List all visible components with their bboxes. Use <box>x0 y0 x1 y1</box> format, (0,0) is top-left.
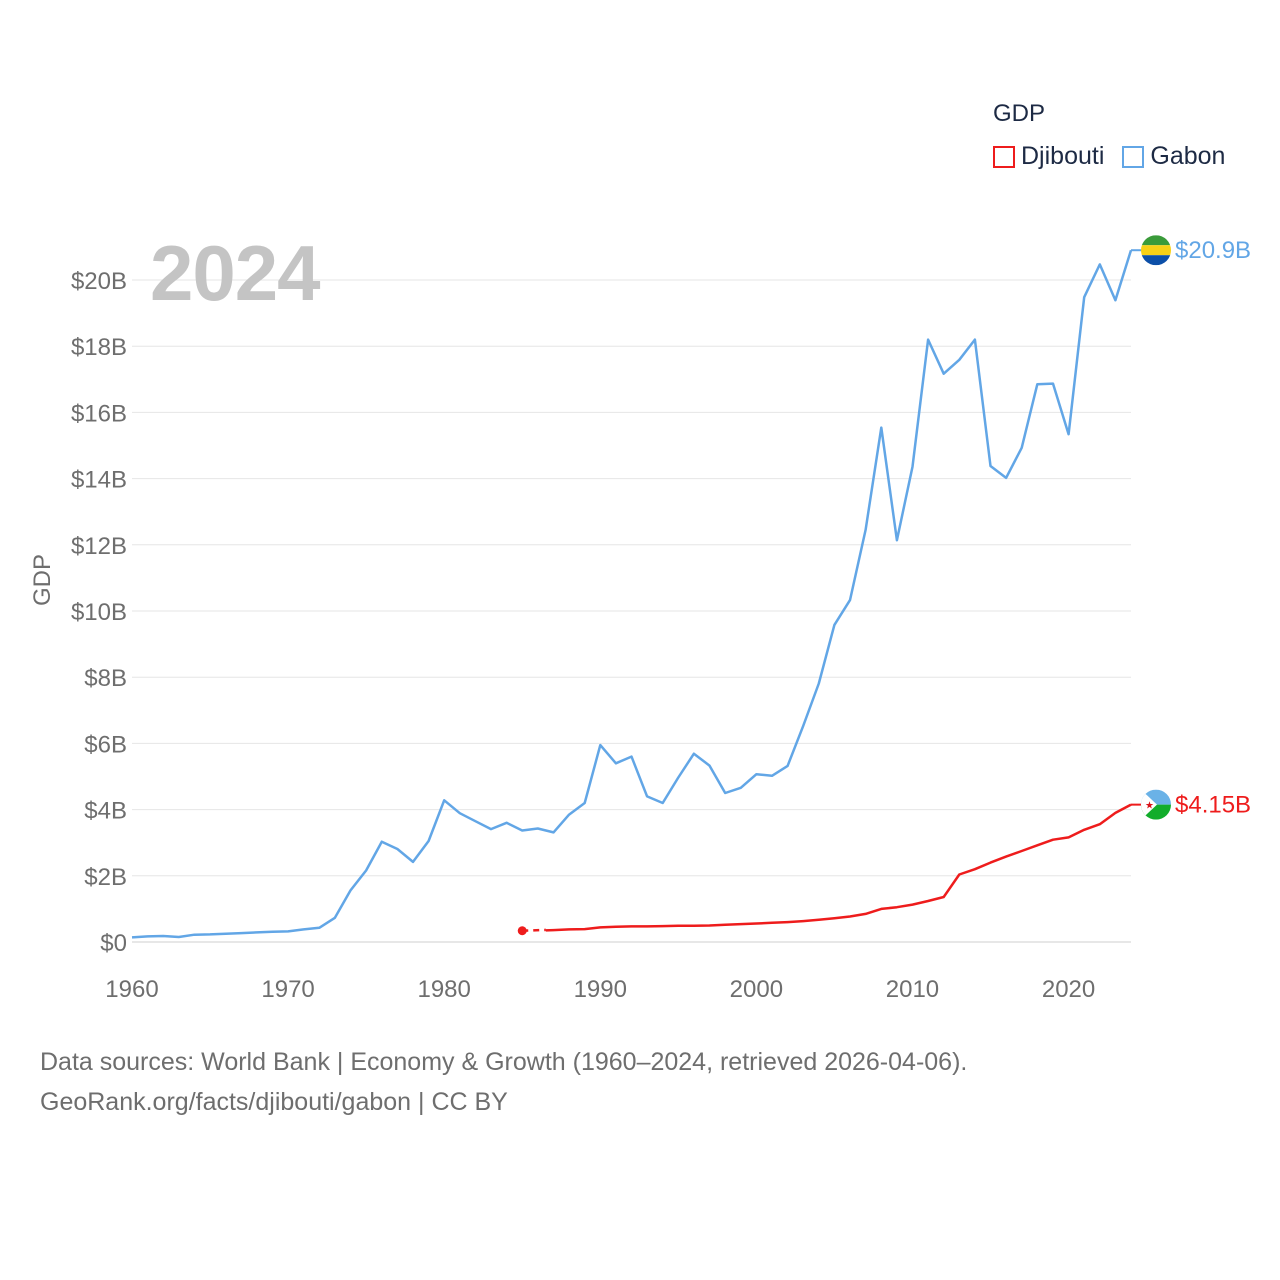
end-value-label-djibouti: $4.15B <box>1175 792 1251 819</box>
end-value-label-gabon: $20.9B <box>1175 237 1251 264</box>
y-tick-label: $14B <box>71 467 127 494</box>
y-tick-label: $10B <box>71 599 127 626</box>
gabon-flag-icon <box>1141 235 1171 266</box>
y-tick-label: $4B <box>84 798 127 825</box>
x-axis-tick-labels: 1960 1970 1980 1990 2000 2010 2020 <box>105 976 1095 1003</box>
legend-item-djibouti[interactable]: Djibouti <box>993 142 1104 171</box>
flag-stripe-blue <box>1141 255 1171 266</box>
footer: Data sources: World Bank | Economy & Gro… <box>40 1042 967 1122</box>
legend-swatch-djibouti <box>993 145 1015 168</box>
y-tick-label: $20B <box>71 268 127 295</box>
legend-title: GDP <box>993 100 1046 127</box>
legend-label-djibouti: Djibouti <box>1021 142 1105 170</box>
legend-swatch-gabon <box>1122 145 1145 168</box>
y-tick-label: $0 <box>100 930 127 957</box>
y-tick-label: $12B <box>71 533 127 560</box>
y-axis-label: GDP <box>29 554 56 606</box>
source-url-text: GeoRank.org/facts/djibouti/gabon | CC BY <box>40 1088 508 1116</box>
gridlines <box>132 279 1131 943</box>
series-line-gabon <box>131 249 1133 939</box>
x-tick-label: 1990 <box>574 976 627 1003</box>
x-tick-label: 1980 <box>417 976 470 1003</box>
data-sources-text: Data sources: World Bank | Economy & Gro… <box>40 1048 968 1076</box>
flag-star: ★ <box>1145 801 1154 812</box>
x-tick-label: 1960 <box>105 976 158 1003</box>
legend-item-gabon[interactable]: Gabon <box>1122 142 1225 171</box>
flag-stripe-yellow <box>1141 245 1171 256</box>
series-gap-djibouti <box>522 928 546 932</box>
legend-label-gabon: Gabon <box>1150 142 1226 170</box>
y-tick-label: $2B <box>84 864 127 891</box>
series-lines <box>131 249 1133 939</box>
y-tick-label: $6B <box>84 731 127 758</box>
series-end-markers: $20.9B ★ $4.15B <box>1131 235 1251 820</box>
legend: Djibouti Gabon <box>993 142 1225 171</box>
x-tick-label: 2020 <box>1042 976 1095 1003</box>
y-tick-label: $8B <box>84 665 127 692</box>
djibouti-flag-icon: ★ <box>1141 789 1171 820</box>
x-tick-label: 2000 <box>730 976 783 1003</box>
flag-stripe-green <box>1141 235 1171 246</box>
series-line-djibouti <box>545 803 1132 932</box>
y-tick-label: $18B <box>71 334 127 361</box>
y-tick-label: $16B <box>71 400 127 427</box>
flag-triangle-white <box>1141 789 1157 820</box>
y-axis-tick-labels: $0 $2B $4B $6B $8B $10B $12B $14B $16B $18B $20B <box>71 268 127 957</box>
year-label: 2024 <box>150 229 321 317</box>
x-tick-label: 2010 <box>886 976 939 1003</box>
x-tick-label: 1970 <box>261 976 314 1003</box>
